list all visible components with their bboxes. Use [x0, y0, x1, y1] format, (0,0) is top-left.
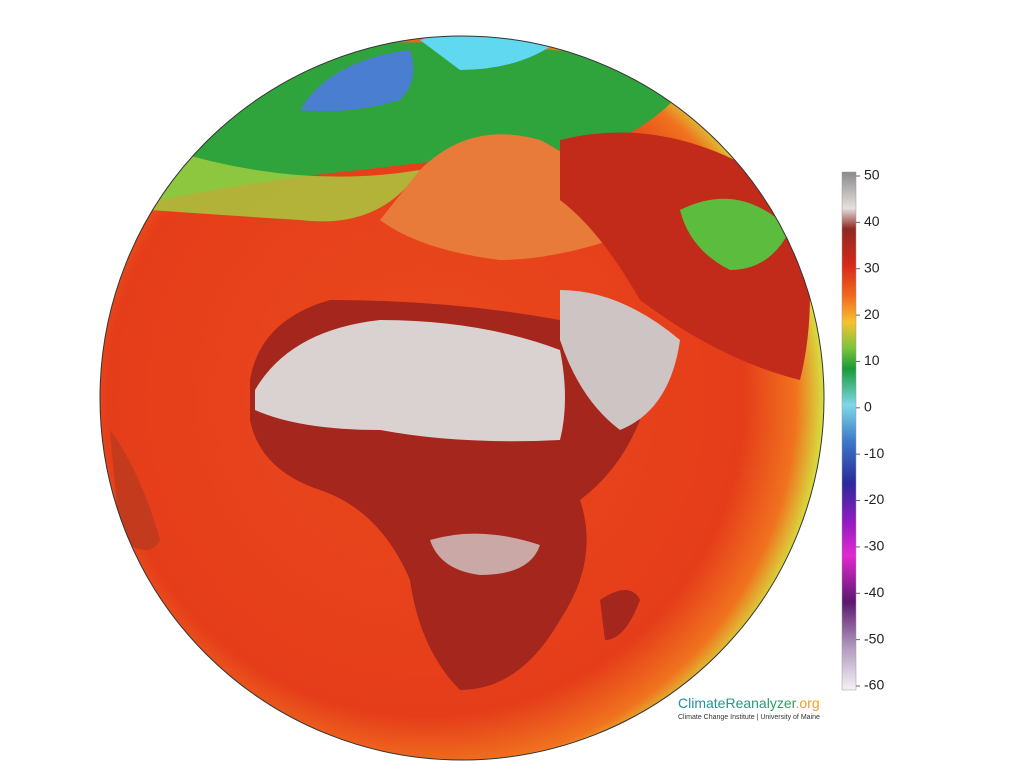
- tick-label: 0: [864, 399, 872, 415]
- tick-label: -10: [864, 445, 884, 461]
- brand-title: ClimateReanalyzer: [678, 695, 797, 711]
- tick-label: 40: [864, 213, 880, 229]
- tick-label: -30: [864, 538, 884, 554]
- brand-subtitle: Climate Change Institute | University of…: [678, 714, 820, 721]
- tick-label: 10: [864, 352, 880, 368]
- tick-label: -40: [864, 584, 884, 600]
- tick-label: 30: [864, 259, 880, 275]
- tick-label: -20: [864, 491, 884, 507]
- tick-label: 50: [864, 167, 880, 183]
- tick-label: -50: [864, 630, 884, 646]
- globe: [100, 36, 824, 760]
- brand-domain: .org: [796, 695, 820, 711]
- tick-label: -60: [864, 677, 884, 693]
- colorbar-ticks: 50 40 30 20 10 0 -10 -20 -30 -40 -50 -60: [856, 167, 884, 693]
- colorbar: [841, 171, 857, 691]
- globe-outline: [99, 35, 825, 761]
- tick-label: 20: [864, 306, 880, 322]
- brand-name: ClimateReanalyzer.org: [678, 695, 820, 711]
